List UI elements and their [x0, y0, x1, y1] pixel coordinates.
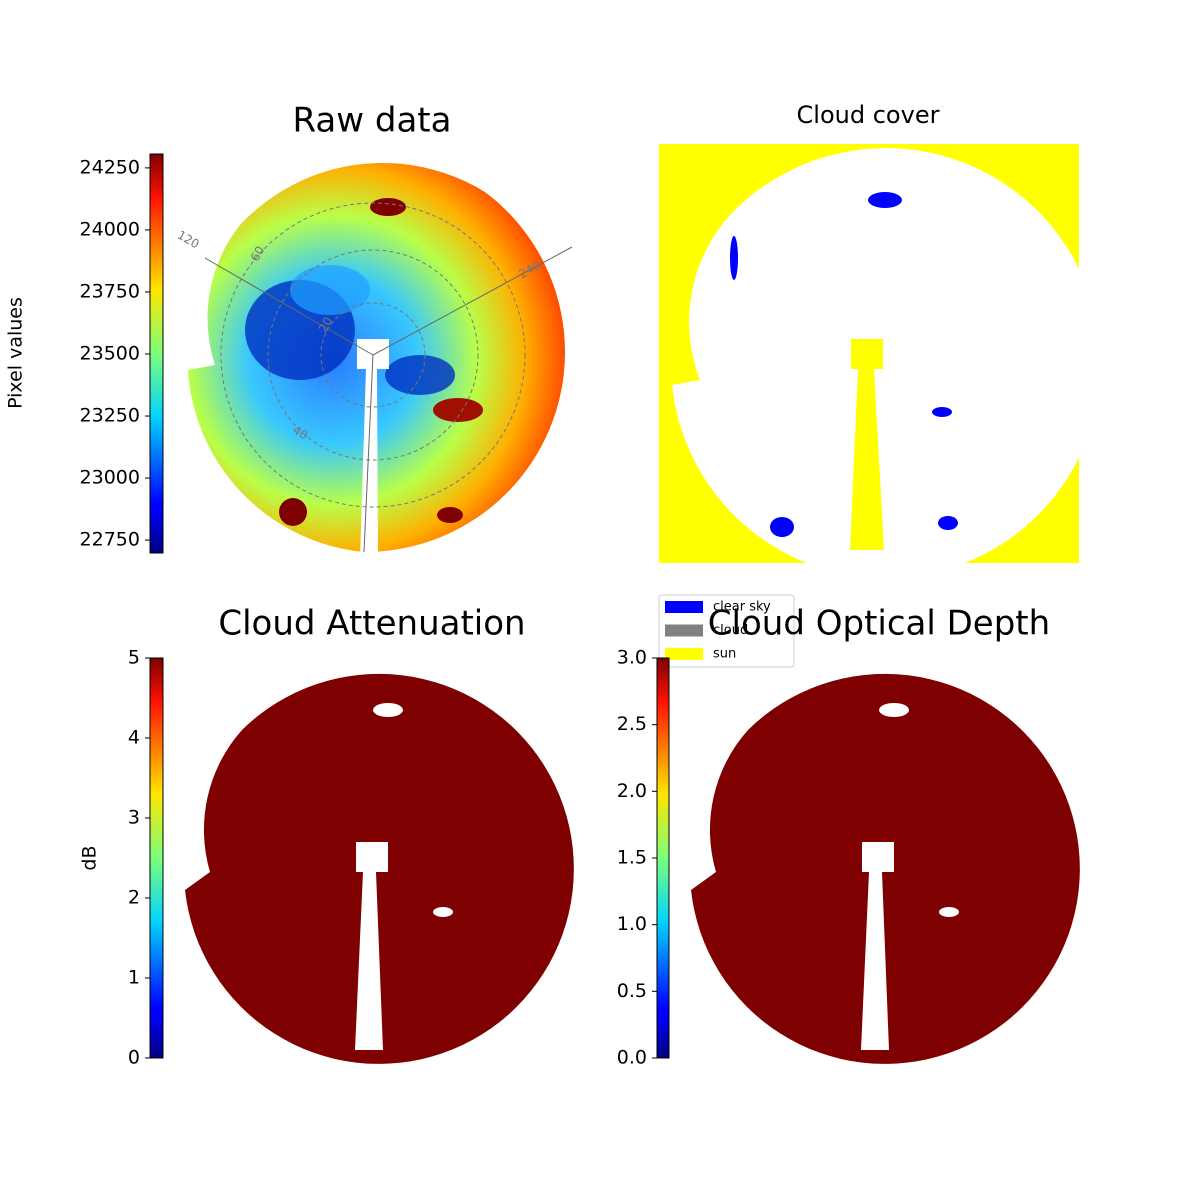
panel-title: Cloud cover	[797, 101, 940, 129]
cloud-cover-image	[659, 144, 1079, 563]
colorbar-tick-label: 23500	[80, 342, 140, 364]
colorbar-tick-label: 23250	[80, 405, 140, 427]
colorbar	[149, 657, 164, 1059]
colorbar-tick-label: 0.5	[617, 980, 647, 1002]
polar-label: 40	[290, 423, 310, 443]
colorbar-tick-label: 5	[128, 647, 140, 669]
colorbar-tick-label: 3	[128, 807, 140, 829]
colorbar-tick-label: 1	[128, 967, 140, 989]
raw-image	[188, 162, 565, 553]
polar-label: 20	[316, 315, 336, 335]
panel-title: Cloud Optical Depth	[708, 604, 1050, 644]
attenuation-image	[185, 673, 574, 1064]
colorbar-tick-label: 23750	[80, 280, 140, 302]
legend-swatch	[665, 648, 703, 660]
colorbar-tick-label: 2	[128, 887, 140, 909]
colorbar-tick-label: 1.5	[617, 847, 647, 869]
polar-spokes	[204, 246, 573, 553]
colorbar-label: dB	[79, 845, 101, 870]
panel-title: Raw data	[293, 101, 452, 141]
colorbar-tick-label: 1.0	[617, 913, 647, 935]
colorbar	[656, 657, 670, 1059]
colorbar-tick-label: 24000	[80, 218, 140, 240]
legend-swatch	[665, 601, 703, 613]
colorbar-tick-label: 0	[128, 1047, 140, 1069]
optical-depth-image	[691, 673, 1080, 1064]
colorbar-tick-label: 0.0	[617, 1047, 647, 1069]
legend-swatch	[665, 624, 703, 637]
panel-title: Cloud Attenuation	[218, 604, 525, 644]
colorbar-tick-label: 2.5	[617, 713, 647, 735]
legend-label: cloud	[713, 623, 748, 638]
polar-label: 60	[248, 244, 268, 264]
colorbar-label: Pixel values	[5, 297, 27, 409]
polar-label: 120	[175, 228, 202, 252]
legend-label: clear sky	[713, 600, 771, 615]
colorbar-tick-label: 24250	[80, 156, 140, 178]
polar-grid	[220, 202, 526, 508]
legend-label: sun	[713, 647, 736, 662]
colorbar-tick-label: 3.0	[617, 647, 647, 669]
colorbar-tick-label: 22750	[80, 529, 140, 551]
colorbar-tick-label: 4	[128, 727, 140, 749]
colorbar-tick-label: 2.0	[617, 780, 647, 802]
colorbar	[149, 153, 164, 554]
colorbar-tick-label: 23000	[80, 467, 140, 489]
